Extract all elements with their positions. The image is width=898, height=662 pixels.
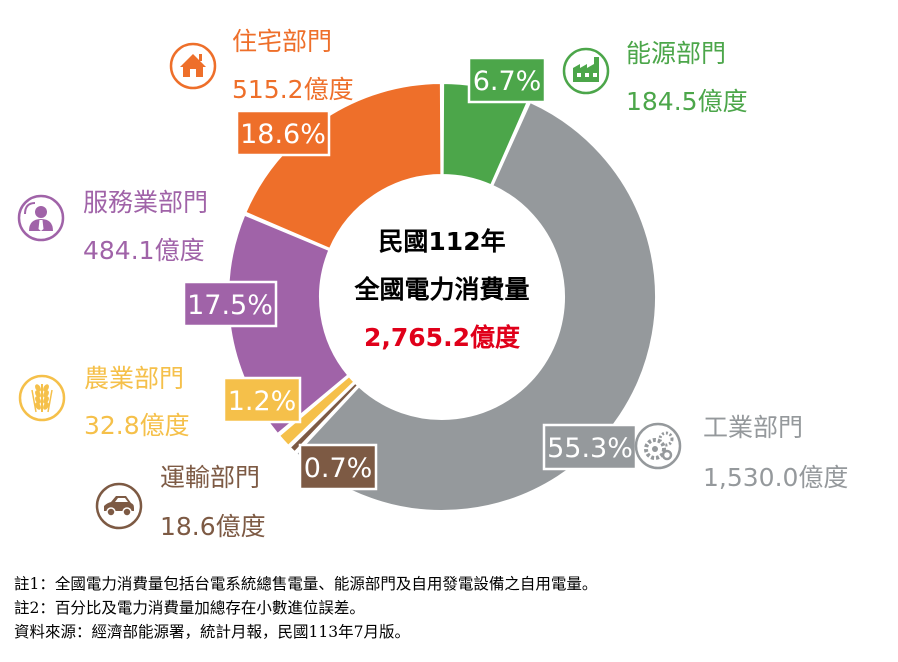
pct-text: 55.3% xyxy=(547,433,633,464)
pct-box xyxy=(542,423,638,471)
legend-value: 184.5億度 xyxy=(626,87,748,116)
pct-box xyxy=(235,109,331,157)
slice-transport xyxy=(288,381,360,454)
pct-box xyxy=(467,56,547,104)
pct-text: 17.5% xyxy=(187,290,273,321)
center-title: 全國電力消費量 xyxy=(353,275,529,304)
car-icon xyxy=(95,482,143,530)
legend-service: 服務業部門 484.1億度 xyxy=(17,188,208,265)
legend-name: 工業部門 xyxy=(703,413,803,442)
pct-text: 1.2% xyxy=(228,386,297,417)
donut-chart: 6.7% 55.3% 0.7% 1.2% 17.5% 18.6% 能源部門 184.5億度工… xyxy=(17,27,848,541)
pct-box xyxy=(222,376,302,424)
center-year: 民國112年 xyxy=(378,227,505,256)
person-icon xyxy=(17,194,65,242)
pct-text: 6.7% xyxy=(473,66,542,97)
legend-residential: 住宅部門 515.2億度 xyxy=(169,27,354,104)
pct-text: 0.7% xyxy=(304,453,373,484)
gears-icon xyxy=(634,422,682,470)
legend-agriculture: 農業部門 32.8億度 xyxy=(18,364,190,440)
legend-value: 515.2億度 xyxy=(232,75,354,104)
legend-name: 住宅部門 xyxy=(232,27,332,56)
house-icon xyxy=(169,42,217,90)
note-source: 資料來源：經濟部能源署，統計月報，民國113年7月版。 xyxy=(14,623,410,641)
legend-name: 運輸部門 xyxy=(160,463,260,492)
legend-name: 能源部門 xyxy=(626,39,726,68)
note-2: 註2：百分比及電力消費量加總存在小數進位誤差。 xyxy=(14,599,365,617)
legend-name: 服務業部門 xyxy=(83,188,208,217)
pct-label-transport: 0.7% xyxy=(298,443,378,491)
legend-industry: 工業部門 1,530.0億度 xyxy=(634,413,848,492)
pct-text: 18.6% xyxy=(240,119,326,150)
legend-value: 18.6億度 xyxy=(160,512,266,541)
legend-transport: 運輸部門 18.6億度 xyxy=(95,463,266,541)
pct-label-agriculture: 1.2% xyxy=(222,376,302,424)
pct-box xyxy=(182,280,278,328)
legend-energy: 能源部門 184.5億度 xyxy=(562,39,748,116)
legend-value: 1,530.0億度 xyxy=(703,463,848,492)
pct-label-residential: 18.6% xyxy=(235,109,331,157)
factory-icon xyxy=(562,47,610,95)
center-total: 2,765.2億度 xyxy=(364,323,520,352)
chart-center: 民國112年 全國電力消費量 2,765.2億度 xyxy=(353,227,529,352)
footnotes: 註1：全國電力消費量包括台電系統總售電量、能源部門及自用發電設備之自用電量。 註… xyxy=(14,572,597,644)
pct-label-energy: 6.7% xyxy=(467,56,547,104)
note-1: 註1：全國電力消費量包括台電系統總售電量、能源部門及自用發電設備之自用電量。 xyxy=(14,575,598,593)
legend-name: 農業部門 xyxy=(84,364,184,393)
pct-label-service: 17.5% xyxy=(182,280,278,328)
legend-value: 32.8億度 xyxy=(84,411,190,440)
pct-box xyxy=(298,443,378,491)
slice-agriculture xyxy=(277,374,356,448)
wheat-icon xyxy=(18,374,66,422)
slice-industry xyxy=(294,100,657,512)
pct-label-industry: 55.3% xyxy=(542,423,638,471)
legend-value: 484.1億度 xyxy=(83,236,205,265)
slice-residential xyxy=(244,81,443,251)
